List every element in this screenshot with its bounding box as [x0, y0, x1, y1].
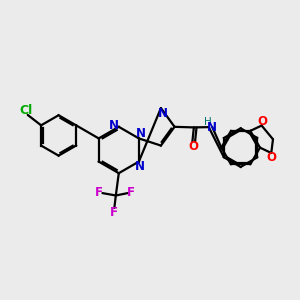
Text: N: N	[135, 160, 146, 173]
Text: F: F	[127, 186, 135, 199]
Text: O: O	[188, 140, 198, 153]
Text: O: O	[257, 115, 267, 128]
Text: N: N	[136, 128, 146, 140]
Text: O: O	[267, 151, 277, 164]
Text: H: H	[204, 117, 212, 128]
Text: F: F	[95, 186, 103, 199]
Text: N: N	[207, 121, 217, 134]
Text: N: N	[158, 107, 167, 120]
Text: F: F	[110, 206, 118, 219]
Text: N: N	[109, 119, 119, 132]
Text: Cl: Cl	[20, 104, 33, 117]
